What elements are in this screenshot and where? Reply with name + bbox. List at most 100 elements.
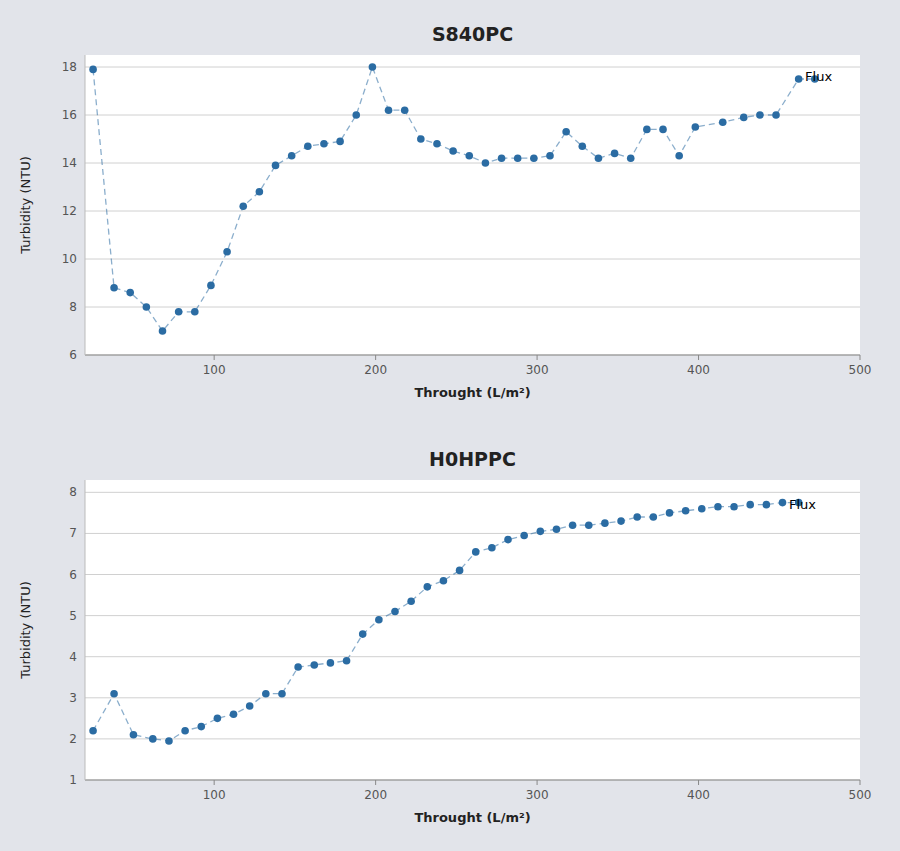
- grid-line: [85, 67, 860, 68]
- point: [719, 118, 727, 126]
- subplot: 12345678100200300400500FluxH0HPPCThrough…: [18, 448, 871, 825]
- x-axis-label: Throught (L/m²): [414, 810, 530, 825]
- point: [643, 126, 651, 134]
- x-tick-label: 500: [849, 363, 872, 377]
- point: [278, 690, 286, 698]
- point: [578, 142, 586, 150]
- data-group: [89, 499, 802, 745]
- x-tick: [375, 780, 376, 785]
- x-axis-line: [85, 780, 860, 781]
- grid-line: [85, 355, 860, 356]
- x-tick: [214, 355, 215, 360]
- series-line: [93, 67, 815, 331]
- point: [327, 659, 335, 667]
- x-tick-label: 400: [687, 363, 710, 377]
- point: [230, 710, 238, 718]
- x-tick-label: 400: [687, 788, 710, 802]
- point: [130, 731, 138, 739]
- point: [627, 154, 635, 162]
- x-tick-label: 200: [364, 363, 387, 377]
- x-tick: [860, 355, 861, 360]
- y-tick-label: 6: [69, 348, 77, 362]
- point: [375, 616, 383, 624]
- point: [756, 111, 764, 119]
- x-axis-line: [85, 355, 860, 356]
- point: [666, 509, 674, 517]
- y-tick-label: 10: [62, 252, 77, 266]
- x-tick-label: 300: [526, 788, 549, 802]
- point: [89, 66, 97, 74]
- grid-line: [85, 738, 860, 739]
- point: [191, 308, 199, 316]
- point: [440, 577, 448, 585]
- x-tick: [537, 780, 538, 785]
- x-tick: [860, 780, 861, 785]
- x-tick-label: 100: [203, 788, 226, 802]
- grid-line: [85, 574, 860, 575]
- point: [520, 532, 528, 540]
- point: [465, 152, 473, 160]
- series-line: [93, 503, 799, 741]
- point: [569, 521, 577, 529]
- x-tick-label: 100: [203, 363, 226, 377]
- grid-line: [85, 259, 860, 260]
- point: [692, 123, 700, 131]
- point: [601, 519, 609, 527]
- y-tick-label: 16: [62, 108, 77, 122]
- point: [456, 567, 464, 575]
- point: [772, 111, 780, 119]
- background: [0, 0, 900, 851]
- point: [110, 690, 118, 698]
- point: [714, 503, 722, 511]
- grid-line: [85, 697, 860, 698]
- point: [246, 702, 254, 710]
- chart-title: H0HPPC: [429, 448, 516, 470]
- point: [294, 663, 302, 671]
- point: [401, 106, 409, 114]
- point: [149, 735, 157, 743]
- point: [472, 548, 480, 556]
- point: [423, 583, 431, 591]
- point: [89, 727, 97, 735]
- point: [336, 138, 344, 146]
- y-tick-label: 14: [62, 156, 77, 170]
- x-tick-label: 300: [526, 363, 549, 377]
- point: [262, 690, 270, 698]
- point: [320, 140, 328, 148]
- point: [488, 544, 496, 552]
- grid-line: [85, 780, 860, 781]
- data-group: [89, 63, 818, 335]
- y-tick-label: 2: [69, 732, 77, 746]
- point: [159, 327, 167, 335]
- y-tick-label: 12: [62, 204, 77, 218]
- y-tick-label: 6: [69, 568, 77, 582]
- point: [359, 630, 367, 638]
- point: [595, 154, 603, 162]
- point: [546, 152, 554, 160]
- grid-line: [85, 492, 860, 493]
- y-axis-label: Turbidity (NTU): [18, 581, 33, 680]
- point: [175, 308, 183, 316]
- point: [407, 597, 415, 605]
- x-tick-label: 500: [849, 788, 872, 802]
- point: [343, 657, 351, 665]
- point: [530, 154, 538, 162]
- point: [779, 499, 787, 507]
- y-tick-label: 1: [69, 773, 77, 787]
- y-axis-line: [85, 480, 86, 780]
- point: [310, 661, 318, 669]
- x-tick: [698, 355, 699, 360]
- point: [369, 63, 377, 71]
- point: [746, 501, 754, 509]
- point: [682, 507, 690, 515]
- y-tick-label: 3: [69, 691, 77, 705]
- y-axis-line: [85, 55, 86, 355]
- annotation: Flux: [789, 497, 816, 512]
- point: [143, 303, 151, 311]
- grid-line: [85, 307, 860, 308]
- point: [352, 111, 360, 119]
- point: [197, 723, 205, 731]
- point: [391, 608, 399, 616]
- point: [304, 142, 312, 150]
- point: [110, 284, 118, 292]
